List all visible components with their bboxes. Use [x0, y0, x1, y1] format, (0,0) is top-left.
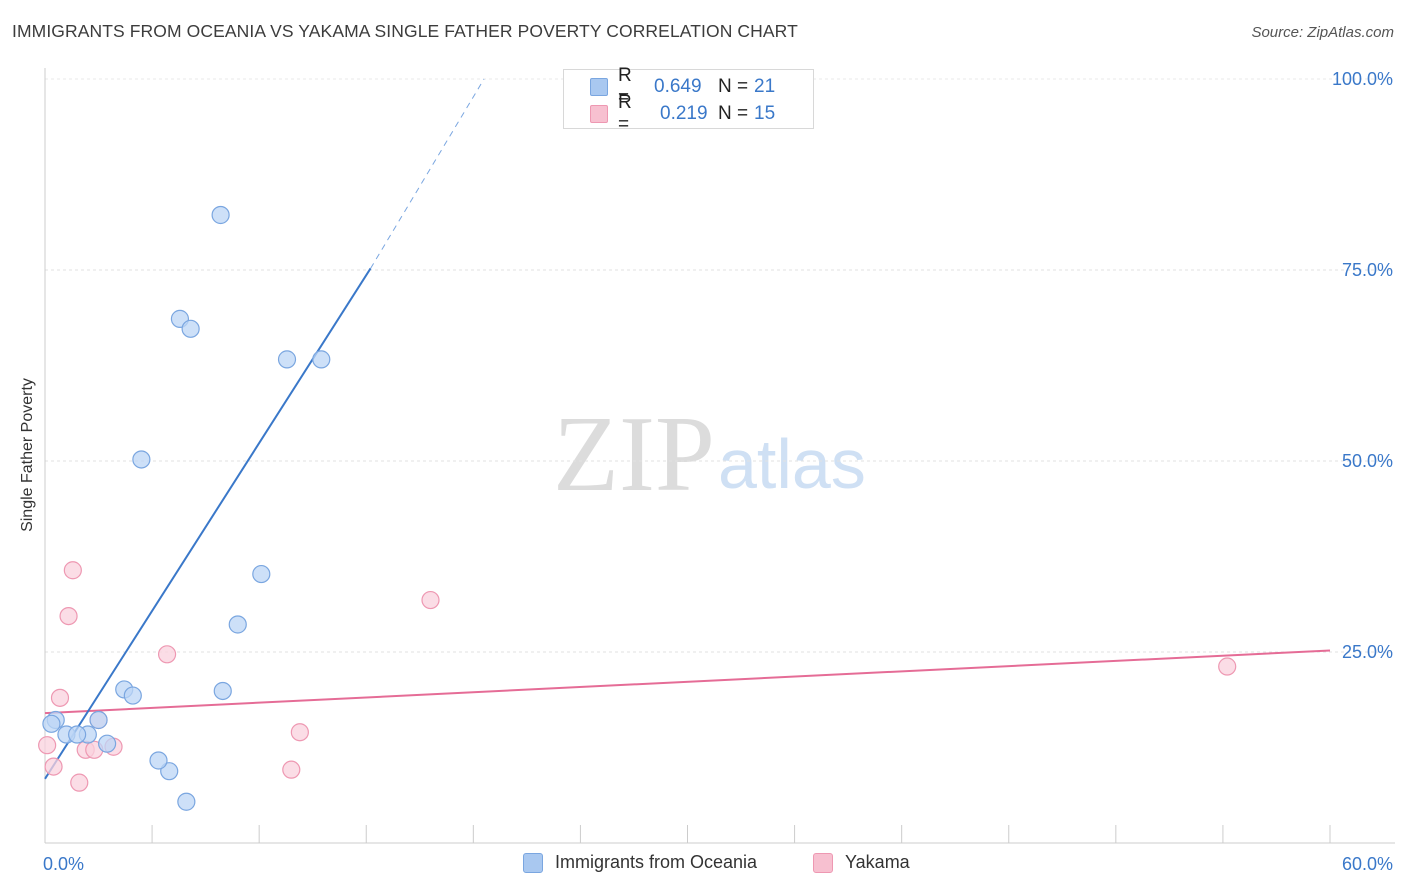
point-yakama [59, 606, 78, 626]
legend-n-value: 15 [754, 103, 776, 124]
y-tick-label: 75.0% [1342, 260, 1393, 280]
point-oceania [89, 710, 108, 730]
legend-n-label: N = [718, 103, 749, 124]
point-oceania [132, 450, 151, 469]
point-oceania [160, 762, 179, 781]
legend-swatch-yakama [590, 105, 608, 123]
point-yakama [38, 736, 57, 755]
point-yakama [282, 760, 301, 779]
x-tick-label: 0.0% [43, 854, 84, 874]
watermark-atlas: atlas [718, 425, 866, 503]
watermark-zip: ZIP [553, 395, 715, 514]
point-yakama [290, 723, 309, 742]
point-yakama [1218, 657, 1237, 676]
point-oceania [181, 319, 200, 338]
point-yakama [421, 590, 440, 610]
legend-swatch-oceania [590, 78, 608, 96]
source-credit: Source: ZipAtlas.com [1251, 24, 1394, 41]
x-tick-label: 60.0% [1342, 854, 1393, 874]
y-axis-label: Single Father Poverty [19, 378, 36, 532]
legend-label-oceania: Immigrants from Oceania [555, 852, 758, 872]
point-yakama [70, 773, 89, 792]
legend-swatch-yakama [813, 852, 833, 873]
trend-line-oceania-extension [370, 78, 485, 269]
point-oceania [252, 564, 271, 584]
legend-n-label: N = [718, 76, 749, 97]
y-tick-label: 50.0% [1342, 451, 1393, 471]
legend-row-oceania: R = 0.649 N = 21 [564, 65, 776, 108]
legend-item-oceania[interactable]: Immigrants from Oceania [523, 852, 757, 873]
correlation-legend: R = 0.649 N = 21 R = 0.219 N = 15 [563, 65, 814, 135]
legend-r-value: 0.649 [654, 76, 702, 97]
legend-r-label: R = [618, 92, 632, 135]
trend-line-oceania [44, 267, 372, 780]
point-oceania [213, 681, 232, 701]
y-tick-label: 100.0% [1332, 69, 1393, 89]
point-yakama [50, 688, 70, 707]
point-oceania [98, 734, 117, 753]
legend-swatch-oceania [523, 852, 543, 873]
y-tick-label: 25.0% [1342, 642, 1393, 662]
series-legend: Immigrants from Oceania Yakama [0, 852, 1406, 876]
point-yakama [44, 757, 63, 776]
legend-item-yakama[interactable]: Yakama [813, 852, 910, 873]
point-oceania [312, 350, 331, 369]
point-oceania [211, 205, 230, 225]
point-oceania [68, 725, 87, 744]
point-oceania [123, 686, 142, 705]
legend-row-yakama: R = 0.219 N = 15 [564, 92, 776, 135]
legend-label-yakama: Yakama [845, 852, 910, 872]
point-yakama [63, 561, 82, 580]
legend-r-label: R = [618, 65, 632, 108]
trend-line-yakama [44, 649, 1331, 715]
point-oceania [177, 792, 196, 811]
point-oceania [228, 615, 247, 634]
point-oceania [277, 350, 297, 369]
point-oceania [42, 714, 61, 733]
point-yakama [157, 645, 177, 664]
legend-n-value: 21 [754, 76, 776, 97]
legend-r-value: 0.219 [660, 103, 708, 124]
chart-title: IMMIGRANTS FROM OCEANIA VS YAKAMA SINGLE… [12, 21, 798, 41]
point-oceania [149, 751, 168, 770]
